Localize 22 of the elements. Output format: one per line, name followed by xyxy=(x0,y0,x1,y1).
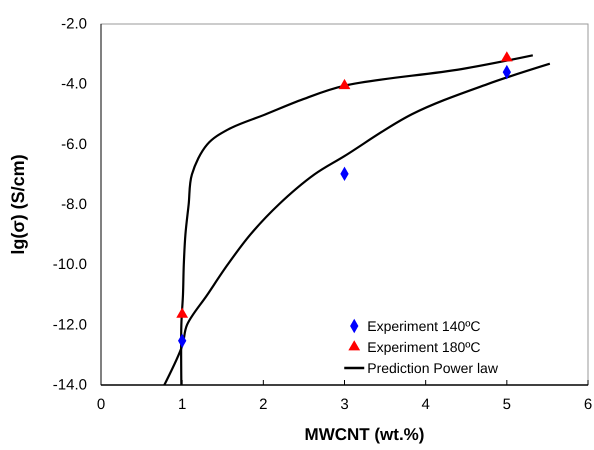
x-tick-label: 6 xyxy=(584,396,592,413)
x-tick-label: 3 xyxy=(340,396,349,413)
legend-label: Prediction Power law xyxy=(367,360,499,376)
y-tick-label: -10.0 xyxy=(52,256,87,274)
x-tick-label: 1 xyxy=(178,396,186,413)
y-tick-label: -2.0 xyxy=(61,16,87,32)
y-tick-label: -12.0 xyxy=(52,316,87,334)
x-tick-label: 4 xyxy=(421,396,430,413)
point xyxy=(500,51,513,62)
x-tick-label: 2 xyxy=(259,396,268,413)
y-axis-title: lg(σ) (S/cm) xyxy=(8,154,28,255)
point xyxy=(176,308,188,318)
legend-label: Experiment 140ºC xyxy=(367,318,481,334)
x-tick-label: 5 xyxy=(502,396,512,413)
legend-label: Experiment 180ºC xyxy=(367,339,481,355)
y-tick-label: -14.0 xyxy=(52,376,87,394)
y-tick-label: -6.0 xyxy=(61,136,87,153)
y-tick-label: -4.0 xyxy=(61,76,87,93)
y-tick-label: -8.0 xyxy=(61,196,87,213)
point xyxy=(338,78,350,90)
x-axis-title: MWCNT (wt.%) xyxy=(304,425,424,444)
x-tick-label: 0 xyxy=(96,396,106,413)
